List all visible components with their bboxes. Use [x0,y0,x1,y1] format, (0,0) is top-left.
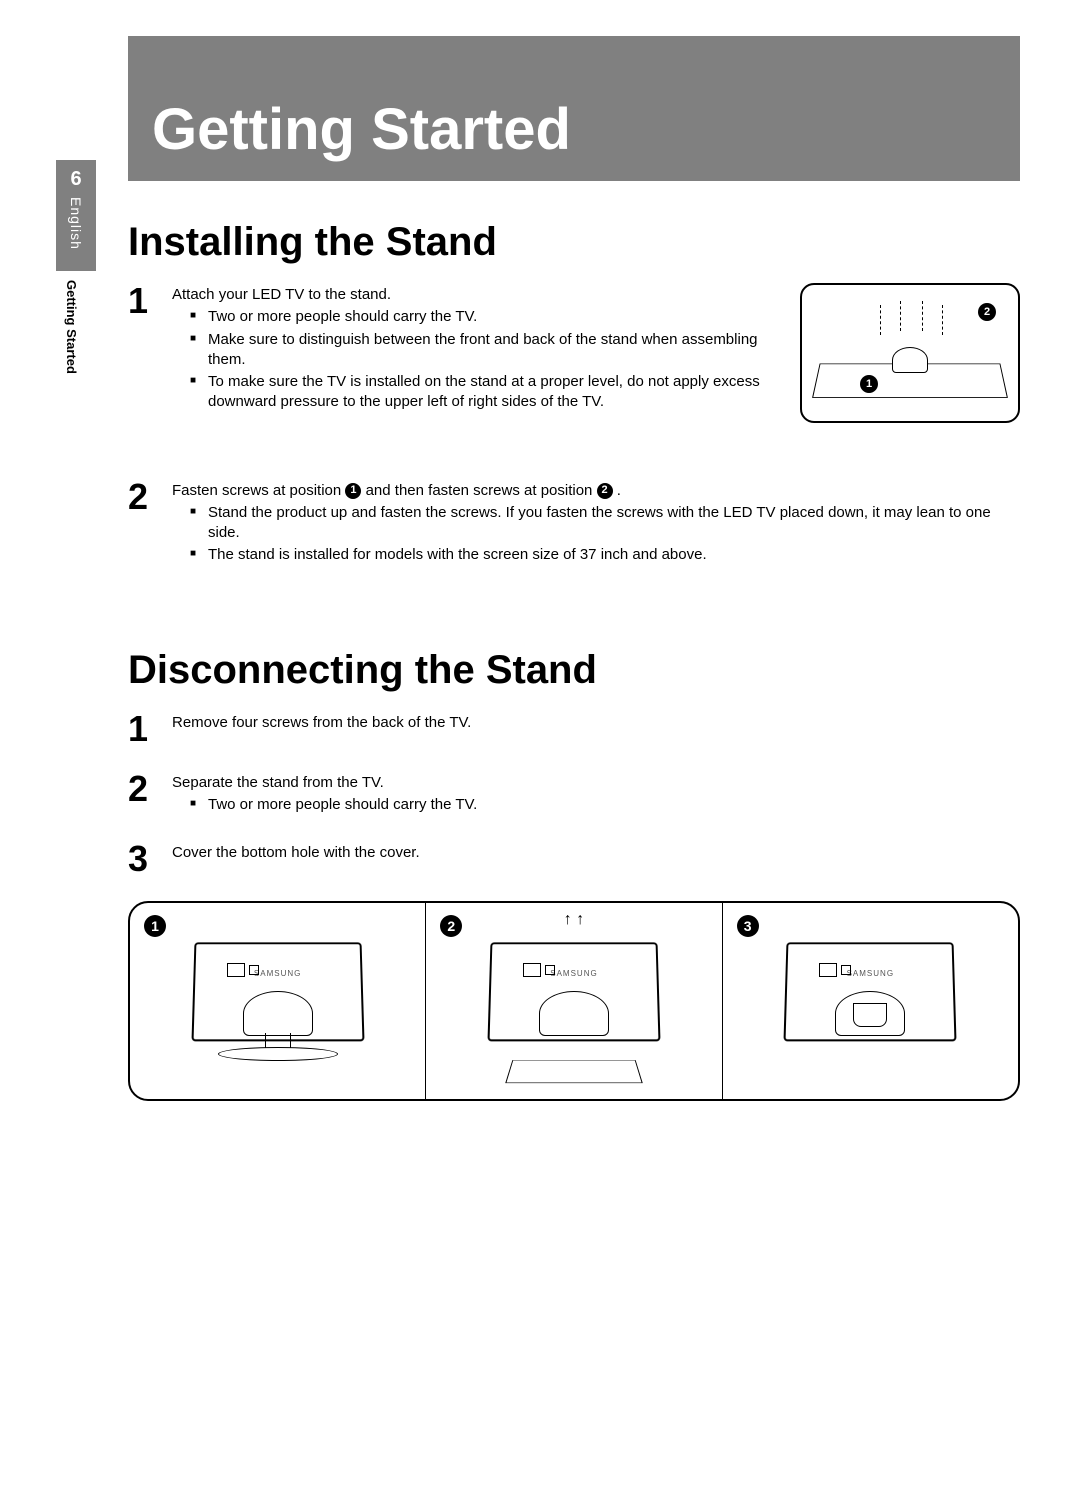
tv-drawing: SAMSUNG [193,941,363,1061]
section-heading-disconnecting: Disconnecting the Stand [128,648,1020,693]
step-text: Cover the bottom hole with the cover. [172,844,420,861]
step-number: 2 [128,479,172,515]
bullet-item: Make sure to distinguish between the fro… [190,330,780,371]
step-lead: Attach your LED TV to the stand. [172,285,780,305]
ref-badge-2: 2 [597,483,613,499]
illus-panel-2: 2 ↑ ↑ SAMSUNG [426,903,722,1099]
install-illustration: 2 1 [800,283,1020,423]
step-number: 2 [128,771,172,807]
bullet-item: To make sure the TV is installed on the … [190,372,780,413]
install-step-2: 2 Fasten screws at position 1 and then f… [128,479,1020,568]
install-step1-row: 1 Attach your LED TV to the stand. Two o… [128,283,1020,439]
disconnect-step-1: 1 Remove four screws from the back of th… [128,711,1020,747]
chapter-bar: Getting Started [128,36,1020,181]
bullet-item: The stand is installed for models with t… [190,545,1020,565]
step-lead: Separate the stand from the TV. [172,773,1020,793]
panel-badge-1: 1 [144,915,166,937]
illus-panel-1: 1 SAMSUNG [130,903,426,1099]
disconnect-illustration: 1 SAMSUNG 2 ↑ ↑ SAMSUNG [128,901,1020,1101]
install-step-1: 1 Attach your LED TV to the stand. Two o… [128,283,780,415]
section-heading-installing: Installing the Stand [128,220,1020,265]
tv-brand-label: SAMSUNG [254,969,301,978]
disconnect-step-2: 2 Separate the stand from the TV. Two or… [128,771,1020,818]
step-number: 1 [128,711,172,747]
bullet-item: Two or more people should carry the TV. [190,795,1020,815]
page-content: Installing the Stand 1 Attach your LED T… [128,220,1020,1101]
callout-badge-1: 1 [860,375,878,393]
bullet-item: Stand the product up and fasten the scre… [190,503,1020,544]
section-disconnecting: Disconnecting the Stand 1 Remove four sc… [128,648,1020,1102]
panel-badge-3: 3 [737,915,759,937]
side-tab: 6 English [56,160,96,271]
tv-drawing: SAMSUNG [489,941,659,1061]
side-breadcrumb: Getting Started [64,280,79,374]
callout-badge-2: 2 [978,303,996,321]
page-number: 6 [56,168,96,191]
disconnect-step-3: 3 Cover the bottom hole with the cover. [128,841,1020,877]
step-bullets: Two or more people should carry the TV. [172,795,1020,815]
page-language: English [68,197,84,250]
step-number: 1 [128,283,172,319]
tv-brand-label: SAMSUNG [550,969,597,978]
step-number: 3 [128,841,172,877]
arrows-up-icon: ↑ ↑ [564,911,584,929]
chapter-title: Getting Started [152,96,996,163]
bullet-item: Two or more people should carry the TV. [190,307,780,327]
step-lead: Fasten screws at position 1 and then fas… [172,481,1020,501]
tv-brand-label: SAMSUNG [847,969,894,978]
step-bullets: Stand the product up and fasten the scre… [172,503,1020,566]
panel-badge-2: 2 [440,915,462,937]
tv-drawing: SAMSUNG [785,941,955,1061]
step-bullets: Two or more people should carry the TV. … [172,307,780,412]
illus-panel-3: 3 SAMSUNG [723,903,1018,1099]
ref-badge-1: 1 [345,483,361,499]
step-text: Remove four screws from the back of the … [172,714,471,731]
